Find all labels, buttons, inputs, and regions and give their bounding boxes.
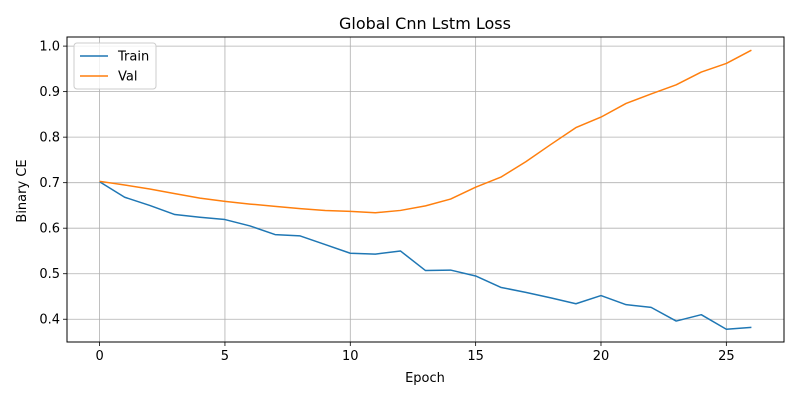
series-line-train (99, 181, 752, 330)
chart-title: Global Cnn Lstm Loss (339, 14, 511, 33)
x-tick-label: 20 (593, 349, 610, 364)
axis-ticks: 0 5 10 15 20 25 0.4 0.5 0.6 0.7 0.8 0.9 1.0 (39, 40, 734, 364)
series-lines (99, 49, 752, 330)
x-tick-label: 10 (342, 349, 359, 364)
y-tick-label: 0.6 (39, 222, 60, 237)
y-tick-label: 0.7 (39, 176, 60, 191)
legend-box (73, 42, 157, 90)
y-tick-label: 1.0 (39, 40, 60, 55)
legend-label: Val (118, 70, 137, 85)
y-tick-label: 0.9 (39, 85, 60, 100)
legend: Train Val (73, 42, 157, 90)
y-tick-label: 0.5 (39, 267, 60, 282)
y-axis-label: Binary CE (15, 159, 30, 222)
x-tick-label: 15 (467, 349, 484, 364)
plot-frame (66, 36, 785, 343)
grid (67, 37, 784, 342)
x-tick-label: 0 (95, 349, 103, 364)
x-tick-label: 5 (221, 349, 229, 364)
x-axis-label: Epoch (405, 371, 445, 386)
legend-label: Train (117, 50, 149, 65)
y-tick-label: 0.4 (39, 313, 60, 328)
series-line-val (99, 49, 752, 214)
x-tick-label: 25 (718, 349, 735, 364)
y-tick-label: 0.8 (39, 131, 60, 146)
